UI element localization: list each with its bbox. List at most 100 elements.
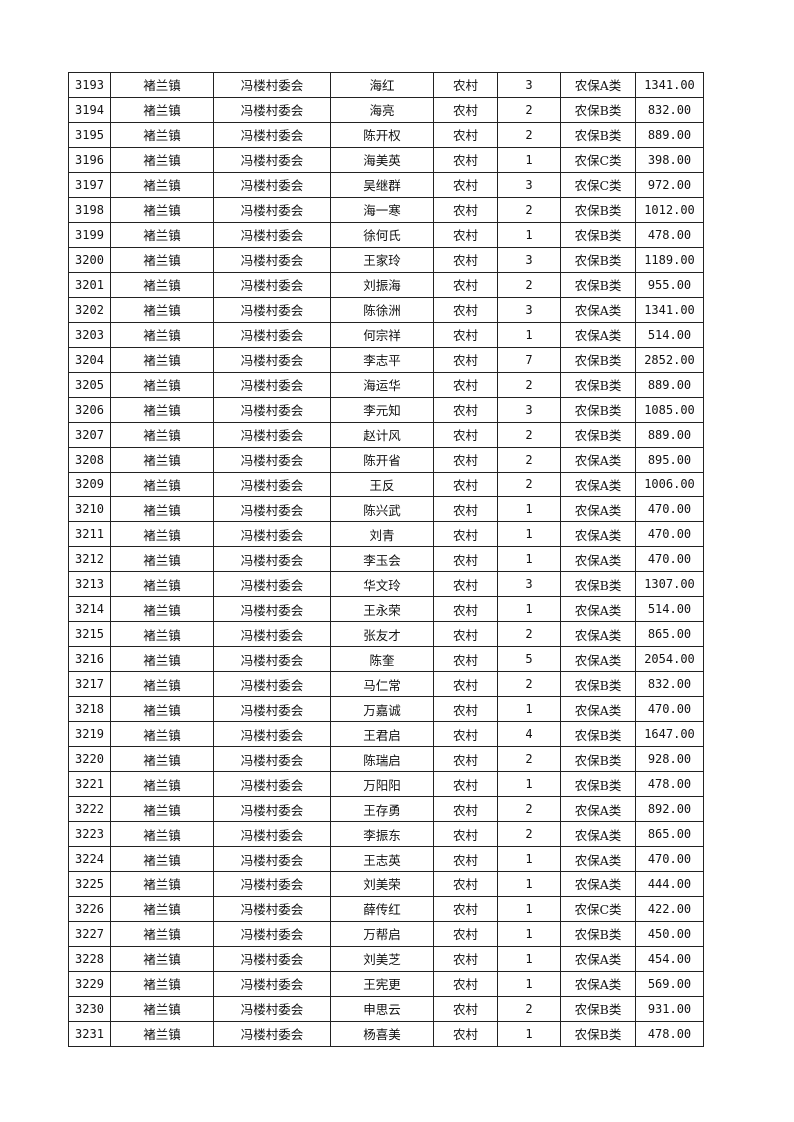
serial-number-cell: 3209 xyxy=(68,471,111,498)
village-committee-cell: 冯楼村委会 xyxy=(213,271,331,298)
name-cell: 吴继群 xyxy=(330,171,434,198)
name-cell: 刘美荣 xyxy=(330,871,434,897)
town-cell: 褚兰镇 xyxy=(110,970,214,997)
table-row: 3221 褚兰镇 冯楼村委会 万阳阳 农村 1 农保B类 478.00 xyxy=(68,771,704,798)
name-cell: 李振东 xyxy=(330,821,434,848)
area-type-cell: 农村 xyxy=(433,421,498,448)
area-type-cell: 农村 xyxy=(433,121,498,148)
serial-number-cell: 3231 xyxy=(68,1020,111,1047)
amount-cell: 444.00 xyxy=(635,871,704,897)
household-size-cell: 1 xyxy=(497,146,561,173)
name-cell: 海一寒 xyxy=(330,196,434,223)
town-cell: 褚兰镇 xyxy=(110,271,214,298)
town-cell: 褚兰镇 xyxy=(110,346,214,373)
village-committee-cell: 冯楼村委会 xyxy=(213,171,331,198)
name-cell: 王志英 xyxy=(330,846,434,872)
insurance-category-cell: 农保B类 xyxy=(560,721,636,748)
household-size-cell: 1 xyxy=(497,596,561,623)
table-row: 3213 褚兰镇 冯楼村委会 华文玲 农村 3 农保B类 1307.00 xyxy=(68,571,704,598)
insurance-category-cell: 农保A类 xyxy=(560,821,636,848)
household-size-cell: 2 xyxy=(497,671,561,698)
household-size-cell: 1 xyxy=(497,871,561,897)
area-type-cell: 农村 xyxy=(433,696,498,723)
insurance-category-cell: 农保A类 xyxy=(560,496,636,523)
insurance-category-cell: 农保B类 xyxy=(560,121,636,148)
table-row: 3196 褚兰镇 冯楼村委会 海美英 农村 1 农保C类 398.00 xyxy=(68,146,704,173)
town-cell: 褚兰镇 xyxy=(110,571,214,598)
area-type-cell: 农村 xyxy=(433,671,498,698)
town-cell: 褚兰镇 xyxy=(110,621,214,648)
village-committee-cell: 冯楼村委会 xyxy=(213,521,331,548)
name-cell: 刘美芝 xyxy=(330,945,434,972)
name-cell: 李玉会 xyxy=(330,546,434,573)
village-committee-cell: 冯楼村委会 xyxy=(213,421,331,448)
amount-cell: 889.00 xyxy=(635,121,704,148)
name-cell: 马仁常 xyxy=(330,671,434,698)
amount-cell: 865.00 xyxy=(635,621,704,648)
household-size-cell: 2 xyxy=(497,371,561,398)
table-row: 3198 褚兰镇 冯楼村委会 海一寒 农村 2 农保B类 1012.00 xyxy=(68,196,704,223)
area-type-cell: 农村 xyxy=(433,771,498,798)
amount-cell: 1085.00 xyxy=(635,396,704,423)
name-cell: 张友才 xyxy=(330,621,434,648)
insurance-category-cell: 农保B类 xyxy=(560,746,636,773)
serial-number-cell: 3227 xyxy=(68,920,111,947)
name-cell: 海亮 xyxy=(330,96,434,123)
table-row: 3195 褚兰镇 冯楼村委会 陈开权 农村 2 农保B类 889.00 xyxy=(68,121,704,148)
name-cell: 李元知 xyxy=(330,396,434,423)
village-committee-cell: 冯楼村委会 xyxy=(213,920,331,947)
household-size-cell: 1 xyxy=(497,970,561,997)
insurance-category-cell: 农保B类 xyxy=(560,96,636,123)
amount-cell: 470.00 xyxy=(635,496,704,523)
village-committee-cell: 冯楼村委会 xyxy=(213,196,331,223)
household-size-cell: 7 xyxy=(497,346,561,373)
area-type-cell: 农村 xyxy=(433,96,498,123)
town-cell: 褚兰镇 xyxy=(110,521,214,548)
household-size-cell: 1 xyxy=(497,546,561,573)
name-cell: 华文玲 xyxy=(330,571,434,598)
insurance-category-cell: 农保B类 xyxy=(560,920,636,947)
town-cell: 褚兰镇 xyxy=(110,171,214,198)
insurance-category-cell: 农保C类 xyxy=(560,171,636,198)
serial-number-cell: 3221 xyxy=(68,771,111,798)
village-committee-cell: 冯楼村委会 xyxy=(213,446,331,473)
insurance-category-cell: 农保B类 xyxy=(560,221,636,248)
table-row: 3230 褚兰镇 冯楼村委会 申思云 农村 2 农保B类 931.00 xyxy=(68,995,704,1022)
amount-cell: 889.00 xyxy=(635,371,704,398)
village-committee-cell: 冯楼村委会 xyxy=(213,796,331,823)
village-committee-cell: 冯楼村委会 xyxy=(213,321,331,348)
village-committee-cell: 冯楼村委会 xyxy=(213,895,331,922)
name-cell: 陈开权 xyxy=(330,121,434,148)
household-size-cell: 1 xyxy=(497,771,561,798)
serial-number-cell: 3207 xyxy=(68,421,111,448)
area-type-cell: 农村 xyxy=(433,196,498,223)
town-cell: 褚兰镇 xyxy=(110,96,214,123)
area-type-cell: 农村 xyxy=(433,396,498,423)
area-type-cell: 农村 xyxy=(433,821,498,848)
town-cell: 褚兰镇 xyxy=(110,721,214,748)
table-body: 3193 褚兰镇 冯楼村委会 海红 农村 3 农保A类 1341.00 3194 褚兰镇 冯楼村委会… xyxy=(68,72,704,1047)
town-cell: 褚兰镇 xyxy=(110,196,214,223)
table-row: 3206 褚兰镇 冯楼村委会 李元知 农村 3 农保B类 1085.00 xyxy=(68,396,704,423)
name-cell: 王反 xyxy=(330,471,434,498)
insurance-category-cell: 农保B类 xyxy=(560,196,636,223)
serial-number-cell: 3220 xyxy=(68,746,111,773)
area-type-cell: 农村 xyxy=(433,621,498,648)
name-cell: 陈徐洲 xyxy=(330,296,434,323)
village-committee-cell: 冯楼村委会 xyxy=(213,646,331,673)
village-committee-cell: 冯楼村委会 xyxy=(213,246,331,273)
town-cell: 褚兰镇 xyxy=(110,821,214,848)
town-cell: 褚兰镇 xyxy=(110,446,214,473)
area-type-cell: 农村 xyxy=(433,596,498,623)
amount-cell: 450.00 xyxy=(635,920,704,947)
insurance-category-cell: 农保A类 xyxy=(560,546,636,573)
village-committee-cell: 冯楼村委会 xyxy=(213,496,331,523)
name-cell: 万阳阳 xyxy=(330,771,434,798)
town-cell: 褚兰镇 xyxy=(110,796,214,823)
household-size-cell: 2 xyxy=(497,746,561,773)
insurance-category-cell: 农保B类 xyxy=(560,995,636,1022)
insurance-category-cell: 农保A类 xyxy=(560,871,636,897)
household-size-cell: 3 xyxy=(497,296,561,323)
serial-number-cell: 3208 xyxy=(68,446,111,473)
name-cell: 王宪更 xyxy=(330,970,434,997)
